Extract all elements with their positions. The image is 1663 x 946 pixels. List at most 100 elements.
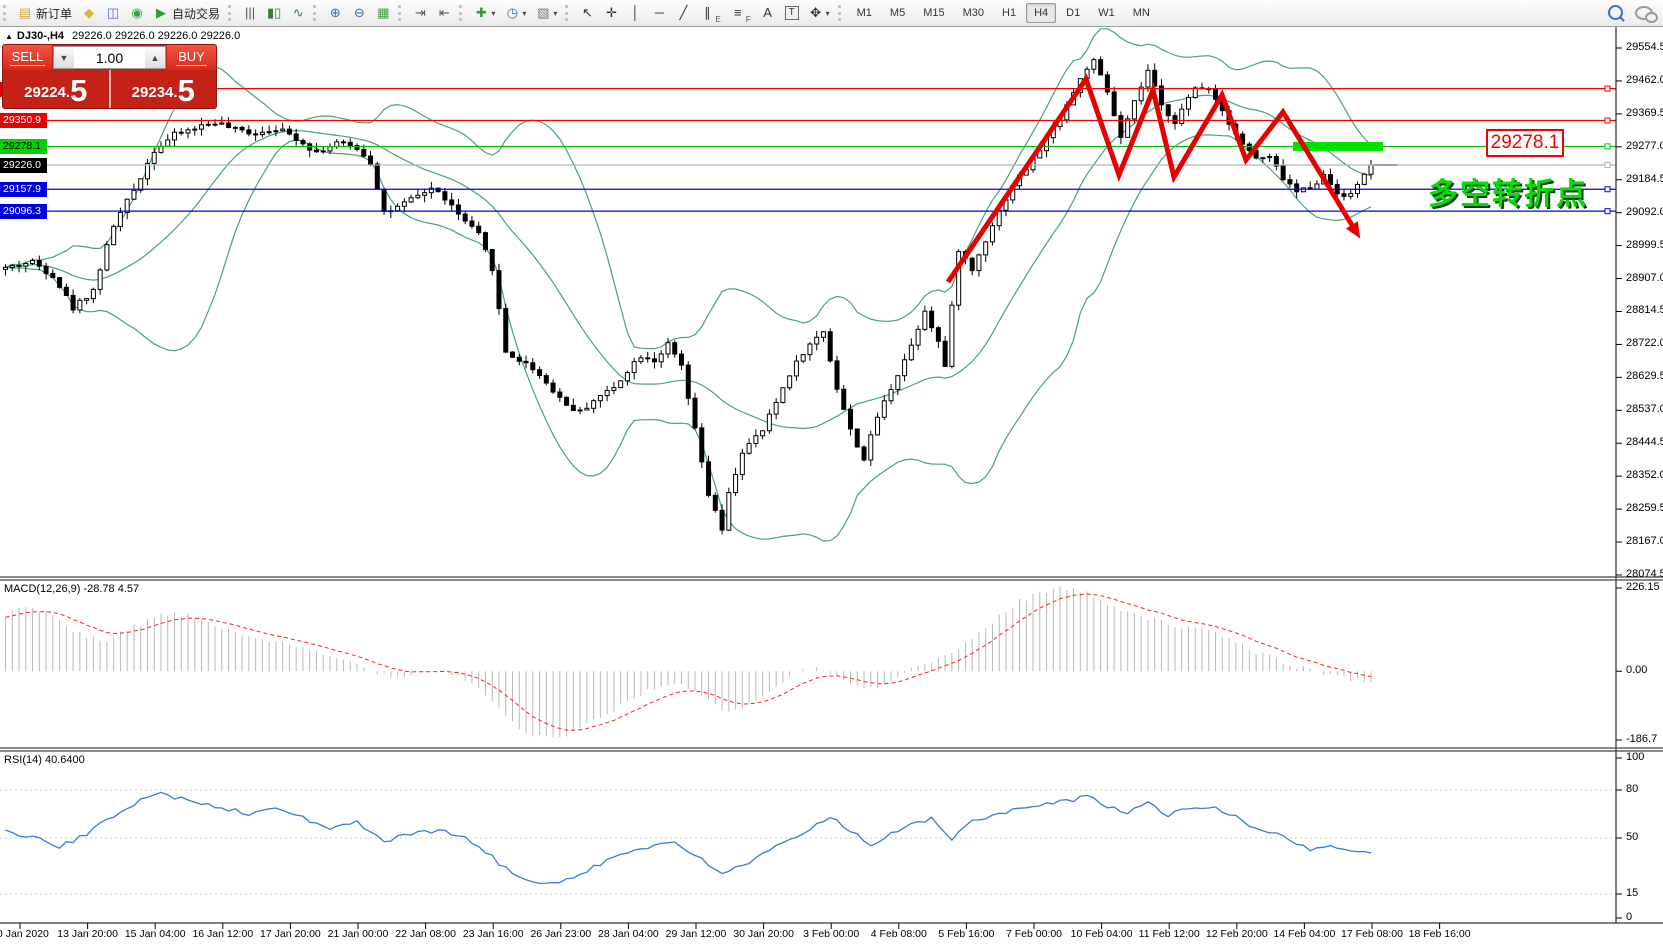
chat-icon[interactable] [1635,6,1658,23]
toolbar-group-scroll: ⇥ ⇤ [395,0,456,26]
chart-canvas[interactable] [0,27,1663,946]
price-axis-tick: 28814.5 [1626,304,1663,317]
fibonacci-button[interactable]: ≡ F [727,2,755,24]
period-clock-button[interactable]: ◷ ▾ [501,2,530,24]
horizontal-line-button[interactable]: ─ [648,2,670,24]
bar-chart-icon: ||| [244,5,256,20]
tile-windows-button[interactable]: ▦ [372,2,394,24]
new-order-button[interactable]: ▤ 新订单 [14,2,76,24]
time-axis-label: 5 Feb 16:00 [938,928,995,940]
market-watch-button[interactable]: ◫ [102,2,124,24]
bar-chart-button[interactable]: ||| [239,2,261,24]
candle-chart-icon: ▮▯ [267,5,282,20]
time-axis-label: 16 Jan 12:00 [192,928,254,940]
chart-window: 29440.429350.929278.129226.029157.929096… [0,27,1663,946]
arrows-dropdown-arrow[interactable]: ▾ [825,8,830,18]
auto-scroll-button[interactable]: ⇥ [409,2,431,24]
turning-point-annotation[interactable]: 多空转折点 [1428,178,1588,211]
rsi-axis-tick: 15 [1626,887,1639,899]
group-drag-handle[interactable] [228,5,234,21]
text-label-button[interactable]: T [781,2,803,24]
time-axis-label: 17 Jan 20:00 [260,928,321,940]
price-axis-tick: 28352.0 [1626,469,1663,482]
price-axis-tick: 28537.0 [1626,403,1663,416]
new-chart-dropdown-arrow[interactable]: ▾ [491,8,496,18]
price-callout-box[interactable]: 29278.1 [1486,129,1564,157]
price-tag-29096.3: 29096.3 [0,204,47,220]
time-axis-label: 3 Feb 00:00 [803,928,860,940]
toolbar-right [1608,4,1658,23]
timeframe-h4-button[interactable]: H4 [1026,3,1057,23]
time-axis-label: 23 Jan 16:00 [462,928,524,940]
group-drag-handle[interactable] [837,5,844,21]
group-drag-handle[interactable] [565,5,571,21]
volume-value[interactable]: 1.00 [95,49,124,66]
cursor-button[interactable]: ↖ [576,2,598,24]
vertical-line-button[interactable]: │ [624,2,646,24]
timeframe-d1-button[interactable]: D1 [1066,7,1081,19]
line-chart-icon: ∿ [292,5,304,20]
price-axis-tick: 28259.5 [1626,502,1663,515]
time-axis-label: 22 Jan 08:00 [395,928,456,940]
price-axis-tick: 29462.0 [1626,73,1663,86]
sell-button[interactable]: SELL [3,45,52,70]
timeframe-m1-button[interactable]: M1 [856,7,872,19]
chart-template-button[interactable]: ▧ ▾ [532,2,561,24]
timeframe-h1-button[interactable]: H1 [1002,7,1017,19]
trend-line-button[interactable]: ╱ [672,2,694,24]
auto-trading-button[interactable]: ▶ 自动交易 [150,2,224,24]
text-button[interactable]: A [757,2,779,24]
time-axis-label: 7 Feb 00:00 [1005,928,1063,940]
price-tag-29350.9: 29350.9 [0,113,47,129]
crosshair-button[interactable]: ✛ [600,2,622,24]
arrows-button[interactable]: ✥ ▾ [805,2,834,24]
period-clock-icon: ◷ [506,5,519,20]
volume-decrease-button[interactable]: ▼ [54,47,74,68]
search-icon[interactable] [1608,4,1623,20]
rsi-axis-tick: 100 [1626,751,1645,763]
signal-button[interactable]: ◉ [126,2,148,24]
order-panel-prices: 29224. 5 29234. 5 [3,70,216,108]
chart-template-dropdown-arrow[interactable]: ▾ [553,8,558,18]
chart-shift-button[interactable]: ⇤ [433,2,455,24]
zoom-out-button[interactable]: ⊖ [348,2,370,24]
equidistant-channel-icon: ∥ [704,5,711,20]
group-drag-handle[interactable] [3,5,9,21]
new-chart-button[interactable]: ✚ ▾ [470,2,499,24]
horizontal-line-icon: ─ [654,5,664,20]
time-axis-label: 14 Feb 04:00 [1273,928,1336,940]
line-chart-button[interactable]: ∿ [287,2,309,24]
group-drag-handle[interactable] [459,5,465,21]
group-drag-handle[interactable] [398,5,404,21]
market-watch-icon: ◫ [106,5,120,20]
equidistant-channel-button[interactable]: ∥ E [696,2,724,24]
collapse-triangle-icon[interactable]: ▲ [5,32,13,41]
time-axis-label: 15 Jan 04:00 [124,928,186,940]
volume-increase-button[interactable]: ▲ [145,47,165,68]
timeframe-m15-button[interactable]: M15 [923,7,945,19]
timeframe-mn-button[interactable]: MN [1132,7,1150,19]
zoom-in-button[interactable]: ⊕ [324,2,346,24]
price-tag-29278.1: 29278.1 [0,139,47,155]
compass-button[interactable]: ◆ [78,2,100,24]
time-axis-label: 21 Jan 00:00 [327,928,389,940]
zoom-in-icon: ⊕ [329,5,341,20]
price-axis-tick: 28074.5 [1626,567,1663,580]
order-panel-top: SELL ▼ 1.00 ▲ BUY [3,45,216,70]
timeframe-m5-button[interactable]: M5 [889,7,906,19]
timeframe-m30-button[interactable]: M30 [962,7,985,19]
time-axis-label: 11 Feb 12:00 [1138,928,1200,940]
candle-chart-button[interactable]: ▮▯ [263,2,285,24]
auto-scroll-icon: ⇥ [414,5,426,20]
sell-button-label: SELL [9,49,46,66]
one-click-trading-panel: SELL ▼ 1.00 ▲ BUY 29224. 5 29234. 5 [2,44,217,109]
trend-line-icon: ╱ [679,5,688,20]
group-drag-handle[interactable] [313,5,319,21]
buy-button[interactable]: BUY [167,45,216,70]
timeframe-w1-button[interactable]: W1 [1098,7,1115,19]
text-icon: A [763,5,772,20]
time-axis-label: 18 Feb 16:00 [1408,928,1471,940]
new-chart-icon: ✚ [475,5,487,20]
macd-axis-tick: 0.00 [1626,664,1648,677]
period-clock-dropdown-arrow[interactable]: ▾ [522,8,527,18]
